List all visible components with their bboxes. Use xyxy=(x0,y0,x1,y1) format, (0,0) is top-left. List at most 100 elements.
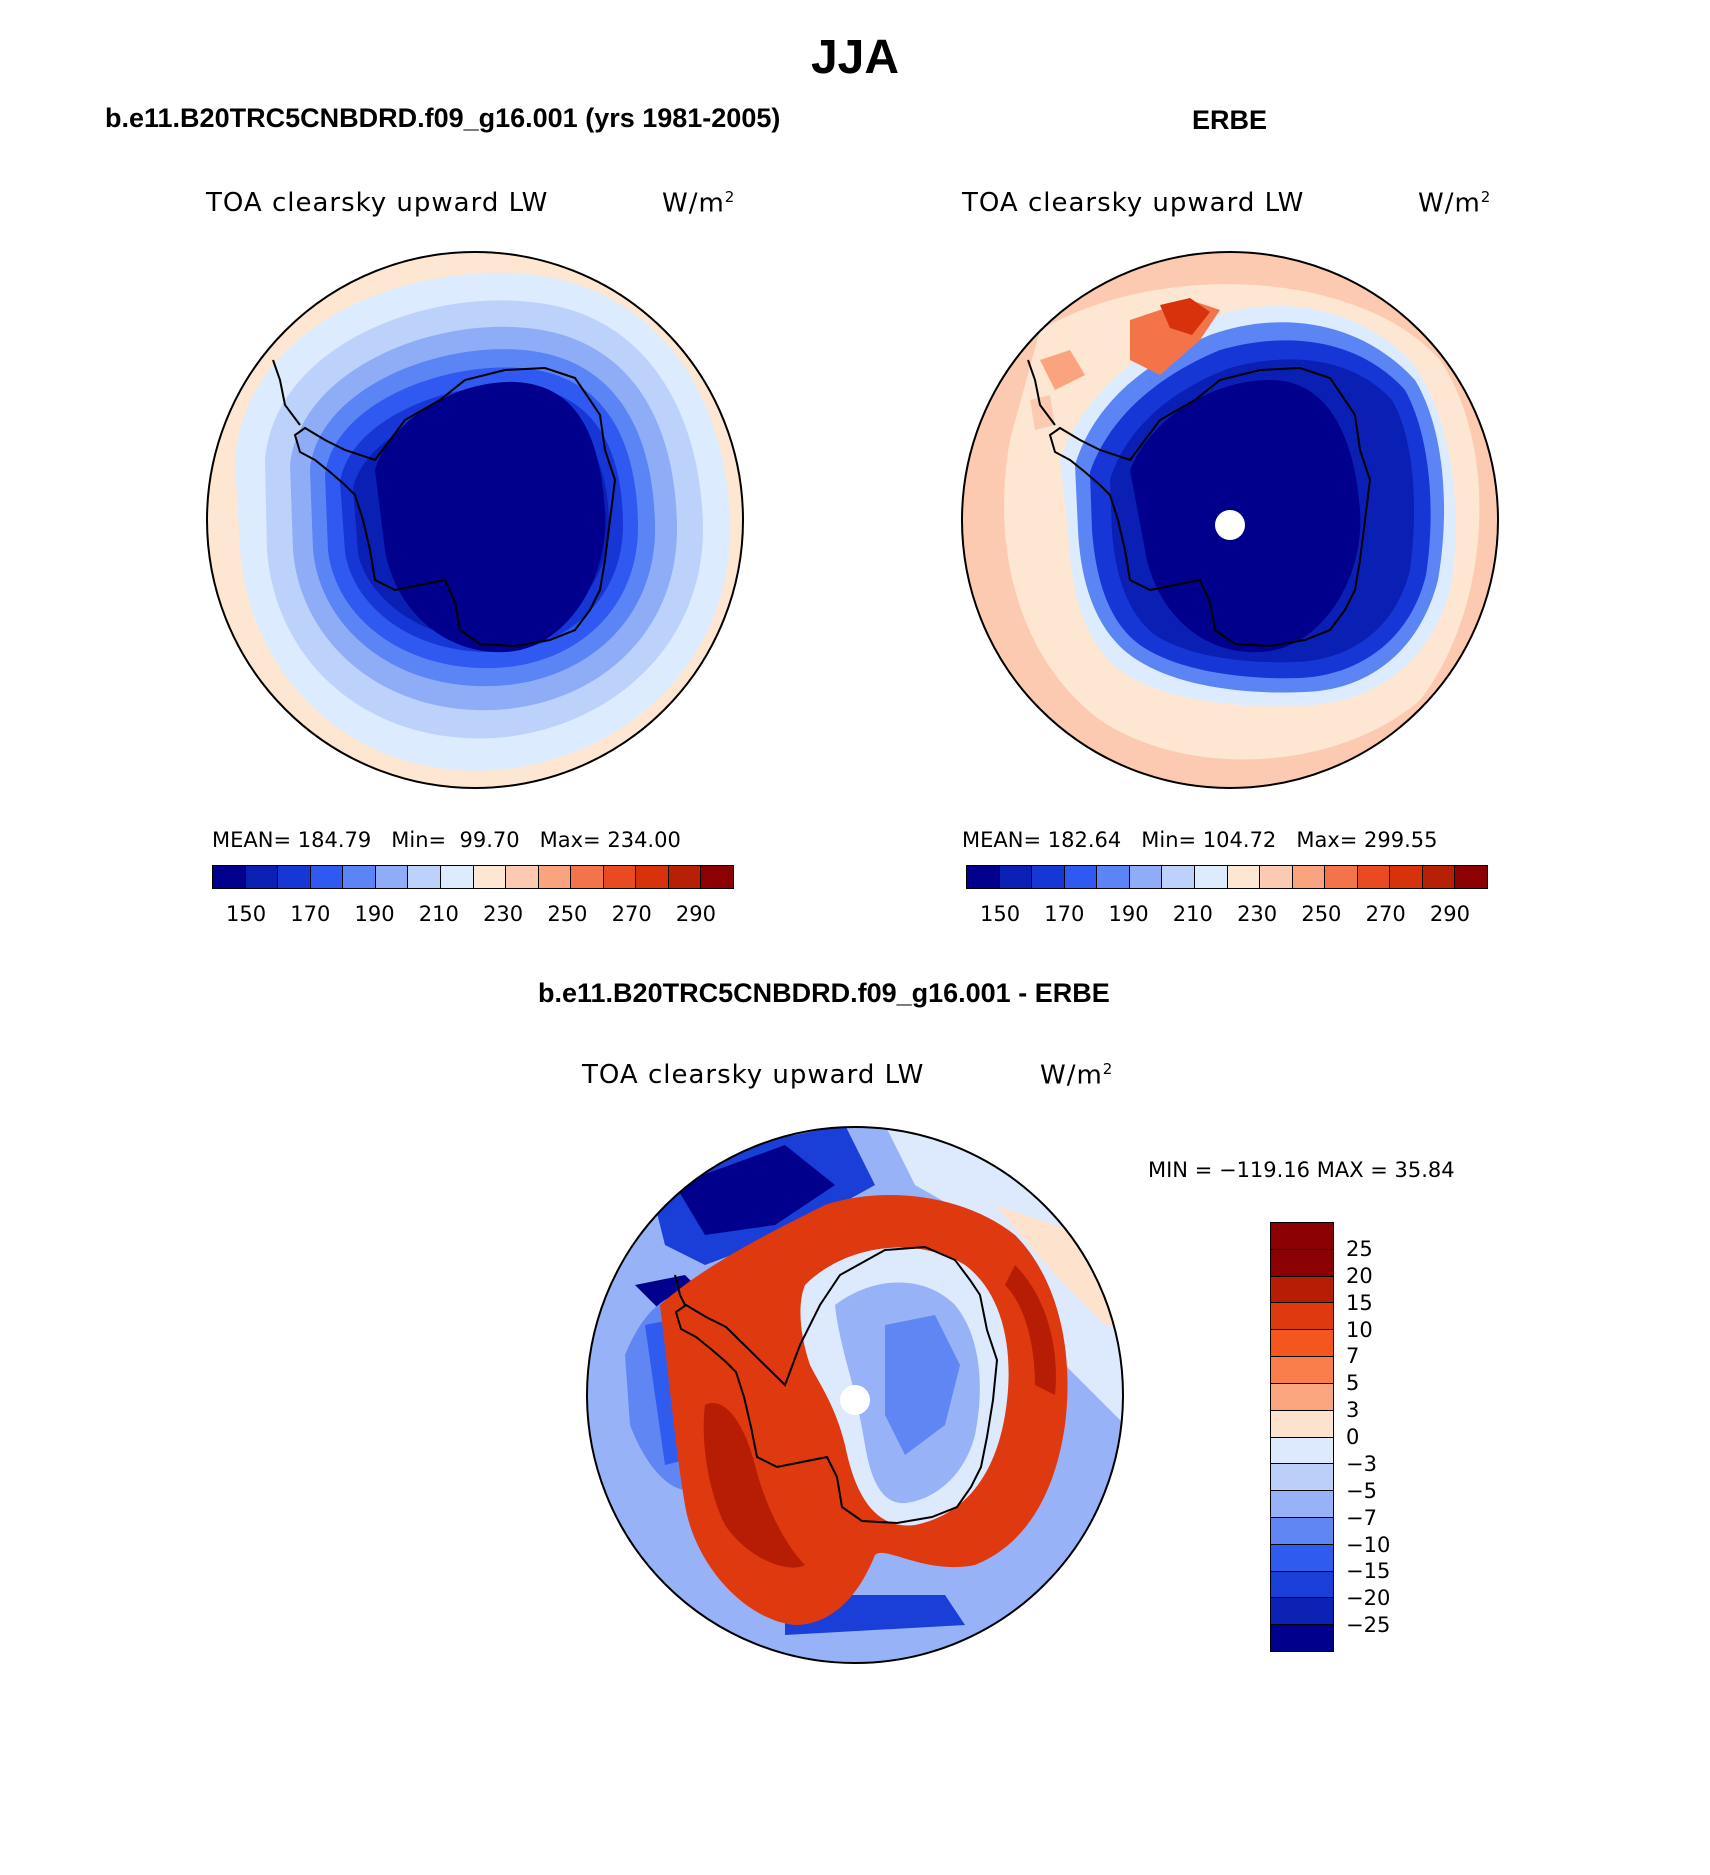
colorbar-tick-label: −3 xyxy=(1346,1451,1377,1476)
diff-polar-map xyxy=(586,1126,1124,1664)
obs-colorbar xyxy=(966,865,1488,889)
colorbar-swatch xyxy=(967,866,1000,888)
obs-subtitle: ERBE xyxy=(1192,105,1268,135)
colorbar-tick-label: 170 xyxy=(1044,902,1085,926)
colorbar-swatch xyxy=(1271,1598,1333,1626)
obs-stats: MEAN= 182.64 Min= 104.72 Max= 299.55 xyxy=(962,828,1438,852)
colorbar-tick-label: −25 xyxy=(1346,1613,1391,1638)
colorbar-tick-label: 270 xyxy=(1365,902,1406,926)
colorbar-tick-label: 150 xyxy=(980,902,1021,926)
colorbar-swatch xyxy=(1064,866,1098,888)
colorbar-tick-label: 15 xyxy=(1346,1290,1373,1315)
model-subtitle: b.e11.B20TRC5CNBDRD.f09_g16.001 (yrs 198… xyxy=(105,103,781,133)
colorbar-swatch xyxy=(1292,866,1326,888)
colorbar-swatch xyxy=(506,866,539,888)
colorbar-swatch xyxy=(408,866,441,888)
colorbar-tick-label: 170 xyxy=(290,902,331,926)
obs-polar-map xyxy=(961,251,1499,789)
colorbar-swatch xyxy=(1271,1410,1333,1438)
obs-units: W/m2 xyxy=(1418,188,1492,219)
figure-title: JJA xyxy=(810,31,900,84)
colorbar-swatch xyxy=(999,866,1033,888)
colorbar-swatch xyxy=(1162,866,1195,888)
obs-variable-title: TOA clearsky upward LW xyxy=(962,188,1305,218)
colorbar-swatch xyxy=(343,866,376,888)
colorbar-swatch xyxy=(1271,1330,1333,1358)
colorbar-tick-label: −10 xyxy=(1346,1532,1391,1557)
colorbar-swatch xyxy=(1260,866,1293,888)
model-colorbar-ticks: 150 170 190 210 230 250 270 290 xyxy=(226,902,716,926)
colorbar-tick-label: −7 xyxy=(1346,1505,1377,1530)
colorbar-swatch xyxy=(1271,1571,1333,1599)
model-units: W/m2 xyxy=(662,188,736,219)
colorbar-swatch xyxy=(668,866,702,888)
colorbar-swatch xyxy=(1271,1625,1333,1651)
colorbar-tick-label: 190 xyxy=(354,902,395,926)
colorbar-swatch xyxy=(245,866,279,888)
diff-subtitle: b.e11.B20TRC5CNBDRD.f09_g16.001 - ERBE xyxy=(538,978,1110,1008)
colorbar-tick-label: 290 xyxy=(675,902,716,926)
colorbar-swatch xyxy=(1271,1464,1333,1492)
colorbar-swatch xyxy=(701,866,733,888)
diff-minmax: MIN = −119.16 MAX = 35.84 xyxy=(1148,1158,1455,1182)
colorbar-swatch xyxy=(1271,1357,1333,1384)
model-colorbar xyxy=(212,865,734,889)
colorbar-swatch xyxy=(1194,866,1228,888)
model-polar-map xyxy=(206,251,744,789)
colorbar-swatch xyxy=(473,866,507,888)
diff-units: W/m2 xyxy=(1040,1060,1114,1091)
colorbar-tick-label: 230 xyxy=(483,902,524,926)
colorbar-swatch xyxy=(1129,866,1163,888)
colorbar-swatch xyxy=(213,866,246,888)
colorbar-tick-label: 150 xyxy=(226,902,267,926)
colorbar-swatch xyxy=(1390,866,1423,888)
colorbar-tick-label: 0 xyxy=(1346,1425,1360,1449)
colorbar-tick-label: −15 xyxy=(1346,1559,1391,1584)
colorbar-tick-label: 210 xyxy=(418,902,459,926)
colorbar-swatch xyxy=(1271,1223,1333,1250)
colorbar-swatch xyxy=(278,866,311,888)
colorbar-tick-label: 210 xyxy=(1172,902,1213,926)
colorbar-tick-label: −20 xyxy=(1346,1586,1391,1611)
colorbar-swatch xyxy=(571,866,604,888)
colorbar-tick-label: 250 xyxy=(1301,902,1342,926)
obs-colorbar-ticks: 150 170 190 210 230 250 270 290 xyxy=(980,902,1470,926)
colorbar-swatch xyxy=(440,866,474,888)
colorbar-tick-label: 3 xyxy=(1346,1398,1360,1423)
colorbar-swatch xyxy=(1271,1276,1333,1304)
colorbar-swatch xyxy=(1271,1383,1333,1411)
colorbar-swatch xyxy=(538,866,572,888)
colorbar-tick-label: 5 xyxy=(1346,1371,1360,1396)
colorbar-tick-label: 290 xyxy=(1429,902,1470,926)
model-stats: MEAN= 184.79 Min= 99.70 Max= 234.00 xyxy=(212,828,681,852)
colorbar-swatch xyxy=(1032,866,1065,888)
colorbar-swatch xyxy=(375,866,409,888)
colorbar-tick-label: 10 xyxy=(1346,1317,1373,1342)
colorbar-swatch xyxy=(636,866,669,888)
model-variable-title: TOA clearsky upward LW xyxy=(206,188,549,218)
colorbar-tick-label: 25 xyxy=(1346,1236,1373,1261)
colorbar-tick-label: 270 xyxy=(611,902,652,926)
colorbar-swatch xyxy=(1422,866,1456,888)
diff-colorbar-labels: 25 20 15 10 7 5 3 0 −3 −5 −7 −10 −15 −20 −25 xyxy=(1346,1222,1426,1652)
colorbar-swatch xyxy=(603,866,637,888)
colorbar-swatch xyxy=(1227,866,1261,888)
colorbar-tick-label: 7 xyxy=(1346,1344,1360,1369)
diff-variable-title: TOA clearsky upward LW xyxy=(582,1060,925,1090)
colorbar-tick-label: 230 xyxy=(1237,902,1278,926)
colorbar-swatch xyxy=(1271,1544,1333,1572)
colorbar-swatch xyxy=(1271,1517,1333,1545)
colorbar-swatch xyxy=(1271,1491,1333,1518)
colorbar-swatch xyxy=(1271,1303,1333,1331)
colorbar-swatch xyxy=(1097,866,1130,888)
diff-colorbar xyxy=(1270,1222,1334,1652)
colorbar-swatch xyxy=(1325,866,1358,888)
colorbar-swatch xyxy=(1271,1249,1333,1277)
colorbar-swatch xyxy=(310,866,344,888)
colorbar-swatch xyxy=(1455,866,1487,888)
colorbar-tick-label: 190 xyxy=(1108,902,1149,926)
colorbar-tick-label: −5 xyxy=(1346,1478,1377,1503)
colorbar-swatch xyxy=(1357,866,1391,888)
colorbar-tick-label: 250 xyxy=(547,902,588,926)
colorbar-tick-label: 20 xyxy=(1346,1263,1373,1288)
